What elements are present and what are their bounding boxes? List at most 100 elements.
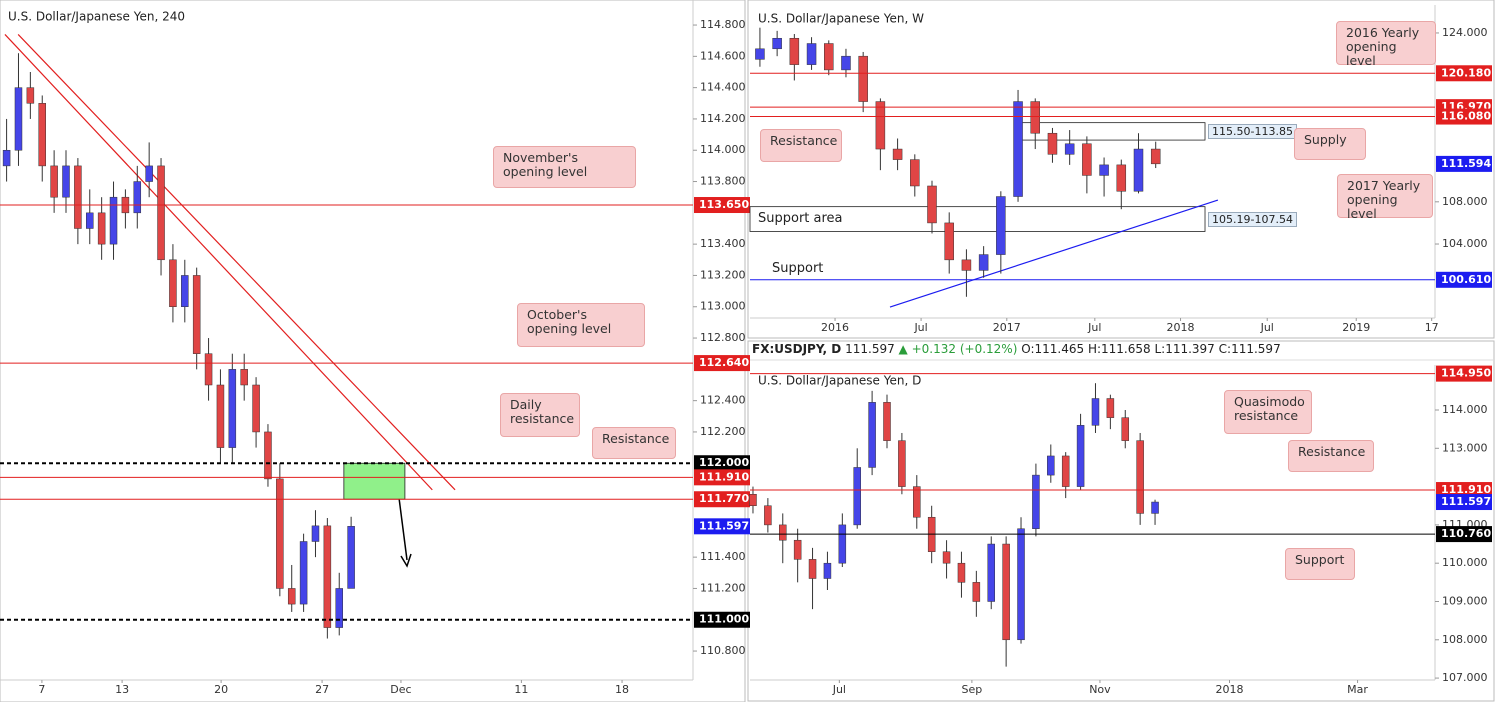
level-label-box xyxy=(1436,494,1492,511)
x-tick-label: 2018 xyxy=(1216,683,1244,696)
level-label: 100.610 xyxy=(1441,273,1491,286)
candle-body xyxy=(62,165,70,198)
level-label: 112.000 xyxy=(699,456,749,469)
candle-body xyxy=(808,559,817,579)
open: O:111.465 xyxy=(1021,342,1085,356)
candle-body xyxy=(1099,164,1109,176)
candle-body xyxy=(38,103,46,167)
candle-body xyxy=(853,467,861,526)
candle-body xyxy=(145,165,153,182)
annotation: Daily resistance xyxy=(500,393,580,437)
candle-body xyxy=(228,369,237,448)
annotation: Support xyxy=(1285,548,1355,580)
x-tick-label: Jul xyxy=(832,683,846,696)
candle-body xyxy=(978,254,989,271)
candle-body xyxy=(838,524,847,564)
candle-body xyxy=(335,588,343,628)
y-tick-label: 111.400 xyxy=(700,550,746,563)
candle-body xyxy=(1002,543,1010,641)
y-tick-label: 113.000 xyxy=(700,300,746,313)
panel-border xyxy=(747,0,1495,339)
level-label: 113.650 xyxy=(699,198,749,211)
zone xyxy=(749,206,1206,232)
y-tick-label: 104.000 xyxy=(1442,237,1488,250)
candle-body xyxy=(883,402,891,441)
level-label: 111.770 xyxy=(699,492,749,505)
candle-body xyxy=(793,539,802,560)
annotation: Resistance xyxy=(760,129,842,162)
x-tick-label: 11 xyxy=(514,683,528,696)
candle-body xyxy=(1013,101,1023,197)
candle-body xyxy=(1064,143,1075,155)
x-tick-label: 13 xyxy=(115,683,129,696)
candle-body xyxy=(216,384,225,448)
trendline xyxy=(4,34,433,491)
level-label: 111.000 xyxy=(699,613,749,626)
candle-body xyxy=(824,43,834,71)
x-tick-label: Dec xyxy=(390,683,411,696)
level-label-box xyxy=(694,518,750,535)
candle-body xyxy=(898,440,906,487)
candle-body xyxy=(50,165,58,198)
candle-body xyxy=(74,165,82,229)
candle-body xyxy=(287,588,296,605)
candle-body xyxy=(772,37,782,50)
y-tick-label: 114.600 xyxy=(700,49,746,62)
candle-body xyxy=(133,181,142,214)
y-tick-label: 107.000 xyxy=(1442,671,1488,684)
candle-body xyxy=(1133,148,1144,192)
level-label-box xyxy=(1436,108,1492,125)
annotation: 2017 Yearly opening level xyxy=(1337,174,1433,221)
candle-body xyxy=(1030,101,1041,134)
zone-label: 115.50-113.85 xyxy=(1208,124,1297,139)
candle-body xyxy=(823,562,832,579)
candle-body xyxy=(86,212,94,229)
level-label: 111.597 xyxy=(1441,495,1491,508)
zone-label: 105.19-107.54 xyxy=(1208,212,1297,227)
annotation: November's opening level xyxy=(493,146,636,188)
y-tick-label: 109.000 xyxy=(1442,594,1488,607)
candle-body xyxy=(996,196,1006,255)
candle-body xyxy=(276,478,284,589)
y-tick-label: 124.000 xyxy=(1442,26,1488,39)
y-tick-label: 114.200 xyxy=(700,112,746,125)
candle-body xyxy=(2,149,11,167)
chart-title: U.S. Dollar/Japanese Yen, W xyxy=(758,12,924,26)
x-tick-label: 2017 xyxy=(993,321,1021,334)
candle-body xyxy=(192,275,201,354)
annotation: Supply xyxy=(1294,128,1366,160)
last: 111.597 xyxy=(845,342,895,356)
candle-body xyxy=(1116,164,1127,192)
x-tick-label: Jul xyxy=(1260,321,1274,334)
symbol: FX:USDJPY, D xyxy=(752,342,842,356)
x-tick-label: 2016 xyxy=(821,321,849,334)
level-label-box xyxy=(694,455,750,472)
chart-title: U.S. Dollar/Japanese Yen, D xyxy=(758,374,921,388)
candle-body xyxy=(1136,440,1144,514)
level-label: 112.640 xyxy=(699,356,749,369)
level-label-box xyxy=(1436,526,1492,543)
y-tick-label: 112.400 xyxy=(700,394,746,407)
candle-body xyxy=(858,55,868,102)
candle-body xyxy=(109,196,118,245)
quote-bar: FX:USDJPY, D 111.597 ▲ +0.132 (+0.12%) O… xyxy=(752,342,1281,356)
annotation: Resistance xyxy=(1288,440,1374,472)
candle-body xyxy=(927,185,937,224)
candle-body xyxy=(169,259,177,307)
x-tick-label: Mar xyxy=(1347,683,1368,696)
candle-body xyxy=(1106,398,1115,418)
candle-body xyxy=(311,525,320,542)
chart-title: U.S. Dollar/Japanese Yen, 240 xyxy=(8,10,185,24)
x-tick-label: Nov xyxy=(1089,683,1111,696)
level-label: 114.950 xyxy=(1441,367,1491,380)
candle-body xyxy=(264,431,272,480)
candle-body xyxy=(841,55,851,71)
y-tick-label: 108.000 xyxy=(1442,195,1488,208)
y-tick-label: 114.000 xyxy=(1442,403,1488,416)
annotation: Support xyxy=(772,261,824,276)
candle-body xyxy=(961,259,972,271)
level-label-box xyxy=(1436,271,1492,288)
candle-body xyxy=(157,165,165,261)
